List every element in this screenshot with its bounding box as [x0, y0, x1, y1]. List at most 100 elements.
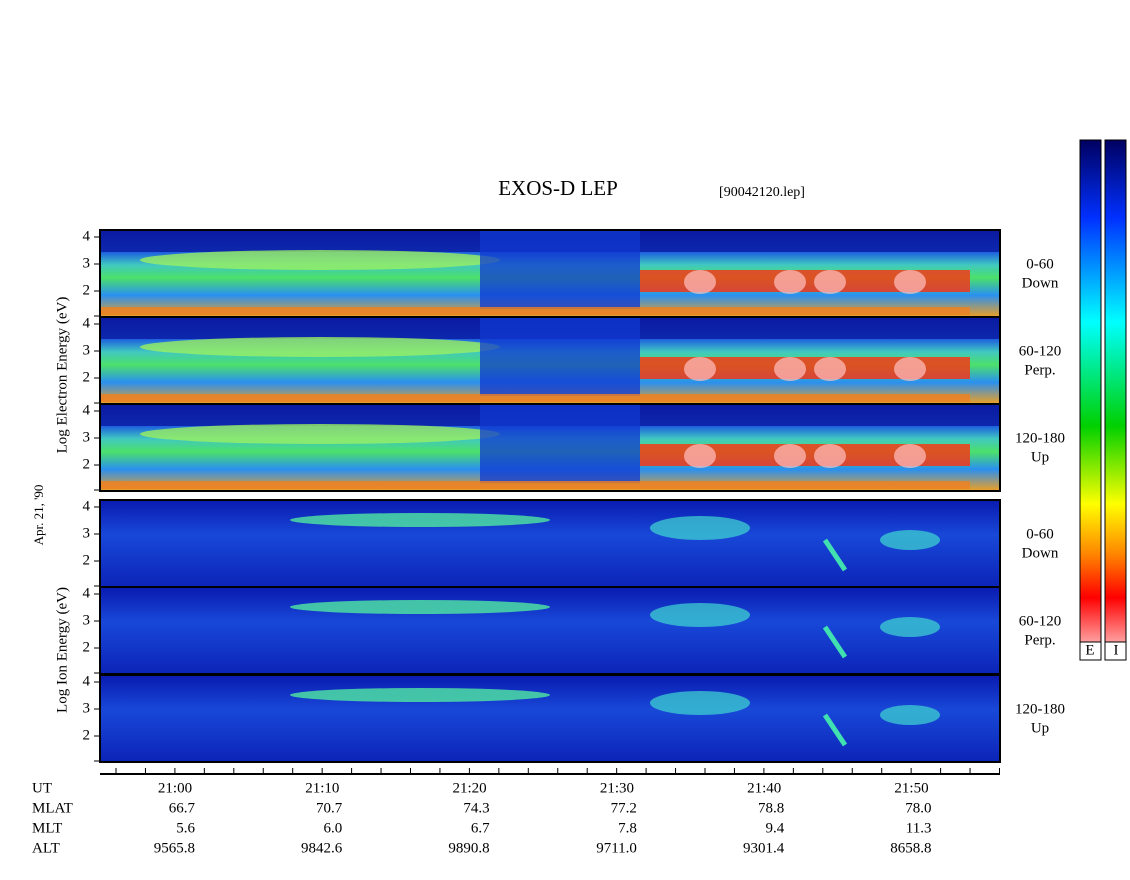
- panel-angle: 120-180: [1015, 430, 1065, 446]
- spectrogram-feature: [814, 444, 846, 468]
- y-tick-label: 3: [83, 255, 91, 271]
- row-value: 21:30: [600, 780, 634, 796]
- y-tick-label: 2: [83, 282, 91, 298]
- y-tick-label: 2: [83, 727, 91, 743]
- row-value: 21:50: [894, 780, 928, 796]
- color-bar-box: [1104, 641, 1127, 661]
- file-name: [90042120.lep]: [719, 185, 805, 200]
- row-value: 21:10: [305, 780, 339, 796]
- row-value: 78.8: [758, 800, 784, 816]
- color-bar-label: I: [1114, 642, 1119, 658]
- title: EXOS-D LEP: [498, 176, 618, 200]
- spectrogram-feature: [140, 424, 500, 444]
- electron-axis-label: Log Electron Energy (eV): [54, 297, 70, 454]
- spectrogram-feature: [480, 230, 640, 309]
- panel-angle: 60-120: [1019, 343, 1062, 359]
- row-label: MLAT: [32, 800, 73, 816]
- spectrogram-feature: [814, 270, 846, 294]
- ion-axis-label: Log Ion Energy (eV): [54, 587, 70, 713]
- spectrogram-feature: [290, 600, 550, 614]
- row-value: 77.2: [611, 800, 637, 816]
- panel-direction: Up: [1031, 720, 1049, 736]
- row-value: 21:40: [747, 780, 781, 796]
- row-value: 74.3: [463, 800, 489, 816]
- row-value: 21:20: [453, 780, 487, 796]
- panel-angle: 0-60: [1026, 256, 1054, 272]
- spectrogram-feature: [880, 530, 940, 550]
- panel-angle: 60-120: [1019, 613, 1062, 629]
- spectrogram-feature: [650, 516, 750, 540]
- y-tick-label: 3: [83, 612, 91, 628]
- spectrogram-feature: [880, 705, 940, 725]
- y-tick-label: 4: [83, 228, 91, 244]
- spectrogram-feature: [650, 691, 750, 715]
- y-tick-label: 3: [83, 429, 91, 445]
- spectrogram-feature: [894, 270, 926, 294]
- y-tick-label: 3: [83, 342, 91, 358]
- row-label: MLT: [32, 820, 62, 836]
- color-bar: [1079, 139, 1102, 661]
- spectrogram-feature: [100, 481, 970, 489]
- row-value: 78.0: [905, 800, 931, 816]
- color-bar: [1104, 139, 1127, 661]
- panel-direction: Perp.: [1024, 362, 1055, 378]
- y-tick-label: 4: [83, 315, 91, 331]
- spectrogram: [100, 587, 1000, 674]
- spectrogram-feature: [822, 713, 848, 747]
- row-value: 9890.8: [448, 840, 489, 856]
- spectrogram-feature: [894, 357, 926, 381]
- row-value: 9.4: [765, 820, 784, 836]
- spectrogram-feature: [684, 270, 716, 294]
- panel-direction: Down: [1022, 275, 1059, 291]
- spectrogram-feature: [774, 444, 806, 468]
- spectrogram-feature: [290, 688, 550, 702]
- spectrogram-feature: [880, 617, 940, 637]
- spectrogram-feature: [140, 337, 500, 357]
- row-value: 9711.0: [596, 840, 637, 856]
- panel-direction: Down: [1022, 545, 1059, 561]
- date-label: Apr. 21, '90: [31, 485, 46, 546]
- row-value: 70.7: [316, 800, 343, 816]
- color-bar-box: [1079, 641, 1102, 661]
- panel-frame: [99, 674, 1001, 763]
- y-tick-label: 2: [83, 639, 91, 655]
- spectrogram-feature: [774, 270, 806, 294]
- spectrogram: [100, 675, 1000, 762]
- panel-angle: 120-180: [1015, 701, 1065, 717]
- spectrogram-feature: [814, 357, 846, 381]
- spectrogram-feature: [822, 625, 848, 659]
- spectrogram-feature: [822, 538, 848, 572]
- color-bar-label: E: [1085, 642, 1094, 658]
- row-value: 9565.8: [154, 840, 195, 856]
- y-tick-label: 3: [83, 525, 91, 541]
- y-tick-label: 3: [83, 700, 91, 716]
- spectrogram-feature: [480, 317, 640, 396]
- spectrogram-feature: [480, 404, 640, 483]
- row-value: 5.6: [176, 820, 195, 836]
- spectrogram: [100, 500, 1000, 587]
- row-value: 6.7: [471, 820, 490, 836]
- row-value: 9301.4: [743, 840, 785, 856]
- row-value: 9842.6: [301, 840, 343, 856]
- y-tick-label: 2: [83, 369, 91, 385]
- panel-direction: Up: [1031, 449, 1049, 465]
- row-value: 8658.8: [890, 840, 931, 856]
- panel-direction: Perp.: [1024, 632, 1055, 648]
- spectrogram-feature: [684, 357, 716, 381]
- row-value: 6.0: [324, 820, 343, 836]
- y-tick-label: 4: [83, 402, 91, 418]
- spectrogram-feature: [290, 513, 550, 527]
- panel-frame: [99, 403, 1001, 492]
- y-tick-label: 4: [83, 498, 91, 514]
- spectrogram-feature: [650, 603, 750, 627]
- spectrogram-feature: [100, 394, 970, 402]
- y-tick-label: 2: [83, 456, 91, 472]
- row-label: UT: [32, 780, 52, 796]
- panel-angle: 0-60: [1026, 526, 1054, 542]
- row-value: 7.8: [618, 820, 637, 836]
- y-tick-label: 4: [83, 585, 91, 601]
- spectrogram-feature: [684, 444, 716, 468]
- y-tick-label: 2: [83, 552, 91, 568]
- row-label: ALT: [32, 840, 60, 856]
